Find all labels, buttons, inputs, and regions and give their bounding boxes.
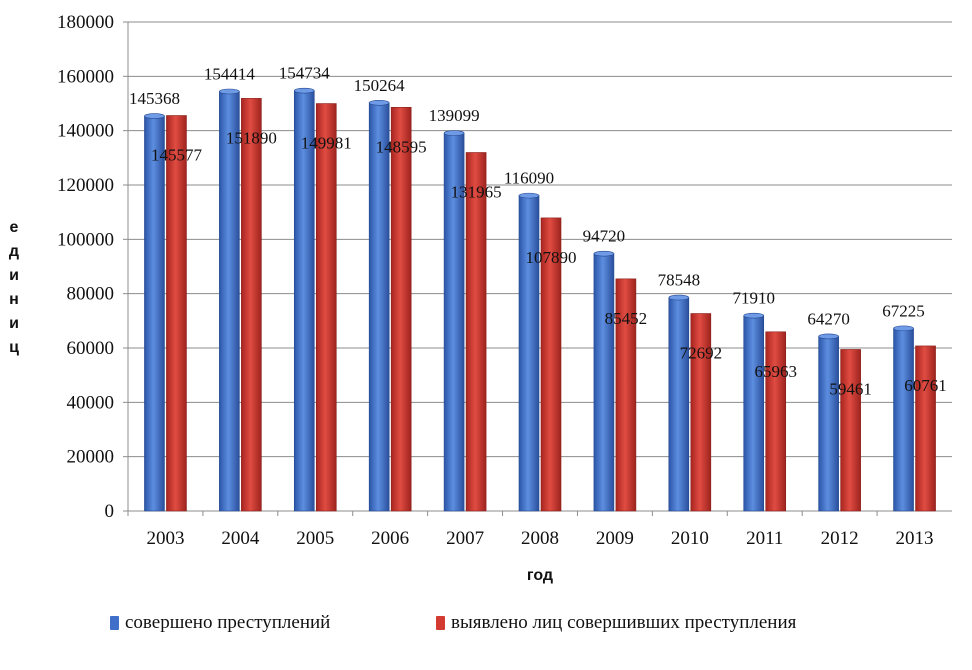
bar-series1 xyxy=(893,328,914,512)
legend-swatch-blue xyxy=(110,616,119,630)
y-tick-label: 20000 xyxy=(67,447,115,468)
legend-label-series-1: совершено преступлений xyxy=(125,612,331,633)
x-tick-label: 2013 xyxy=(896,528,934,549)
y-tick-label: 160000 xyxy=(57,66,114,87)
x-tick-label: 2007 xyxy=(446,528,484,549)
y-tick-label: 0 xyxy=(105,501,115,522)
y-axis-title-letter: и xyxy=(9,267,19,284)
y-axis-title-letter: д xyxy=(9,243,19,260)
data-label-series2: 107890 xyxy=(526,248,577,267)
legend-item-series-1: совершено преступлений xyxy=(110,612,330,634)
y-axis-title-letter: н xyxy=(9,291,19,308)
bars xyxy=(144,87,936,512)
gridlines xyxy=(128,21,952,512)
bar-cap xyxy=(668,294,690,301)
y-tick-label: 120000 xyxy=(57,175,114,196)
data-label-series1: 71910 xyxy=(732,289,775,308)
axes: 0 20000 40000 60000 80000 100000 120000 140000 1… xyxy=(57,12,952,549)
y-axis-title-letter: и xyxy=(9,315,19,332)
data-label-series2: 145577 xyxy=(151,146,203,165)
bar-series2 xyxy=(465,152,487,512)
x-tick-label: 2003 xyxy=(146,528,184,549)
bar-series2 xyxy=(840,349,861,512)
data-label-series2: 149981 xyxy=(301,134,352,153)
bar-series2 xyxy=(615,278,637,512)
bar-series1 xyxy=(518,195,540,512)
x-axis-title: год xyxy=(527,567,553,584)
data-labels: 145368 145577 154414 151890 154734 149981 1502… xyxy=(129,64,947,399)
bar-series1 xyxy=(743,315,765,512)
bar-series1 xyxy=(818,336,839,512)
bar-series1 xyxy=(144,115,165,512)
x-tick-label: 2004 xyxy=(221,528,260,549)
bar-cap xyxy=(368,99,390,106)
bar-series2 xyxy=(765,331,787,512)
data-label-series2: 60761 xyxy=(904,376,947,395)
bar-cap xyxy=(818,333,839,340)
y-tick-label: 180000 xyxy=(57,12,114,33)
y-tick-label: 100000 xyxy=(57,229,114,250)
data-label-series1: 67225 xyxy=(882,301,925,320)
y-tick-label: 60000 xyxy=(67,338,115,359)
bar-series1 xyxy=(219,91,240,512)
x-tick-label: 2008 xyxy=(521,528,559,549)
bar-series1 xyxy=(668,297,690,512)
data-label-series1: 154734 xyxy=(279,64,331,83)
bar-cap xyxy=(219,88,240,95)
data-label-series1: 64270 xyxy=(807,309,850,328)
legend-item-series-2: выявлено лиц совершивших преступления xyxy=(436,612,796,634)
legend: совершено преступлений выявлено лиц сове… xyxy=(110,608,910,644)
data-label-series1: 150264 xyxy=(354,76,406,95)
legend-swatch-red xyxy=(436,616,445,630)
data-label-series2: 65963 xyxy=(754,362,797,381)
bar-series2 xyxy=(166,115,187,512)
y-tick-label: 140000 xyxy=(57,121,114,142)
bar-cap xyxy=(144,113,165,119)
x-tick-label: 2011 xyxy=(746,528,783,549)
y-axis-title-letter: е xyxy=(10,219,19,236)
data-label-series1: 139099 xyxy=(429,106,480,125)
data-label-series2: 131965 xyxy=(451,182,502,201)
legend-label-series-2: выявлено лиц совершивших преступления xyxy=(451,612,797,633)
data-label-series2: 72692 xyxy=(680,344,723,363)
bar-series1 xyxy=(368,102,390,512)
data-label-series1: 78548 xyxy=(658,271,701,290)
data-label-series2: 85452 xyxy=(605,309,648,328)
data-label-series2: 151890 xyxy=(226,128,277,147)
x-tick-label: 2012 xyxy=(821,528,859,549)
bar-series2 xyxy=(390,107,412,512)
y-tick-label: 80000 xyxy=(67,284,115,305)
bar-series2 xyxy=(540,217,562,512)
x-tick-label: 2010 xyxy=(671,528,709,549)
bar-series1 xyxy=(593,253,615,512)
data-label-series1: 154414 xyxy=(204,65,256,84)
bar-cap xyxy=(893,325,914,332)
bar-cap xyxy=(518,192,540,199)
bar-series1 xyxy=(293,90,315,512)
data-label-series2: 148595 xyxy=(376,137,427,156)
bar-cap xyxy=(293,87,315,94)
x-tick-label: 2006 xyxy=(371,528,409,549)
y-axis-title-letter: ц xyxy=(9,339,19,356)
x-tick-label: 2009 xyxy=(596,528,634,549)
bar-cap xyxy=(443,130,465,136)
bar-series2 xyxy=(241,98,262,512)
bar-series2 xyxy=(315,103,337,512)
data-label-series1: 145368 xyxy=(129,89,180,108)
bar-cap xyxy=(743,312,765,319)
x-tick-label: 2005 xyxy=(296,528,334,549)
bar-series2 xyxy=(690,313,712,512)
data-label-series2: 59461 xyxy=(829,379,872,398)
bar-cap xyxy=(593,250,615,257)
data-label-series1: 94720 xyxy=(583,227,626,246)
y-tick-label: 40000 xyxy=(67,392,115,413)
data-label-series1: 116090 xyxy=(504,169,554,188)
bar-series2 xyxy=(915,345,936,512)
